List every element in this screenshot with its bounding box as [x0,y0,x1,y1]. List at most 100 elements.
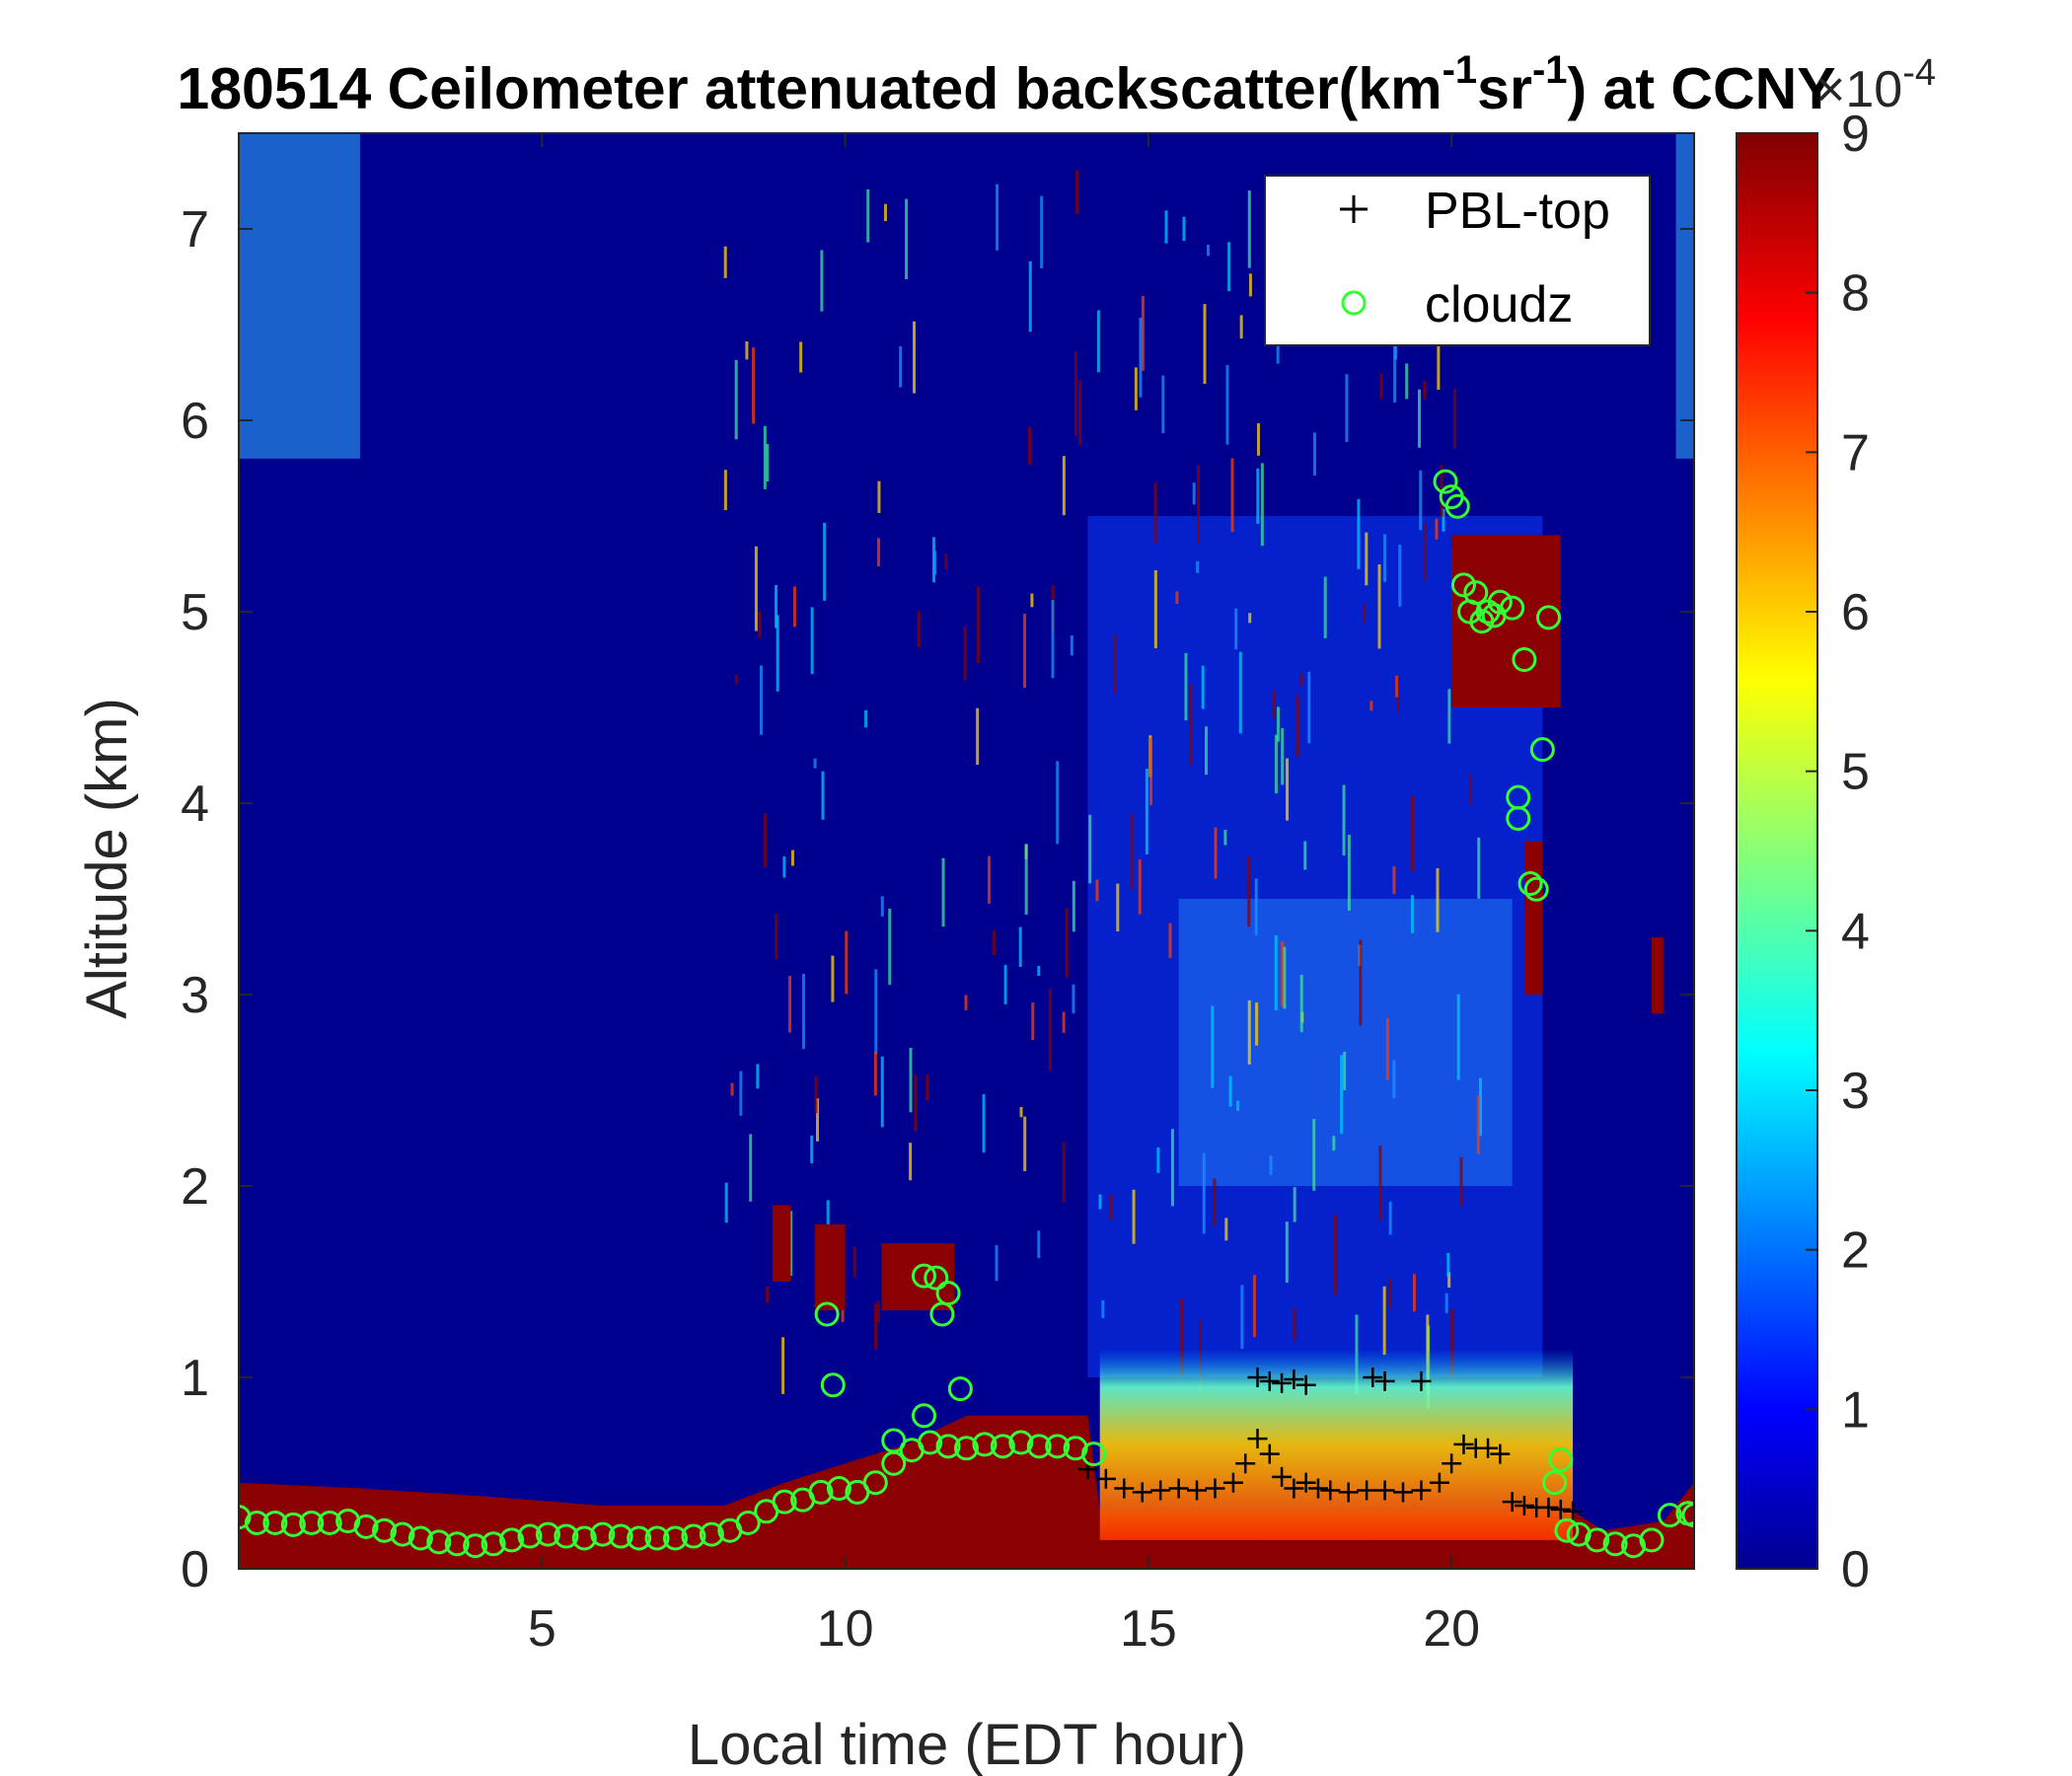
backscatter-streak [1139,318,1143,398]
cloudz-marker [1657,1503,1682,1528]
backscatter-streak [1248,613,1252,624]
backscatter-streak [1062,456,1066,516]
backscatter-streak [1281,728,1285,785]
backscatter-streak [1365,532,1369,586]
backscatter-streak [876,1300,880,1322]
backscatter-streak [1293,1187,1296,1222]
cloudz-marker [353,1514,379,1539]
backscatter-streak [1132,1189,1136,1244]
backscatter-streak [739,1071,743,1116]
backscatter-streak [734,674,738,685]
cloudz-marker [862,1470,888,1496]
backscatter-streak [1340,1055,1344,1135]
pbl-top-marker [1295,1374,1316,1395]
pbl-top-marker [1393,1482,1413,1503]
legend: PBL-top cloudz [1264,175,1651,346]
backscatter-streak [976,707,980,766]
cloudz-marker [1045,1434,1071,1459]
backscatter-streak [1274,734,1278,794]
colorbar-tick-label: 0 [1841,1541,1870,1598]
backscatter-streak [1062,1011,1066,1033]
backscatter-streak [781,1337,785,1394]
cloudz-marker [1517,870,1543,896]
backscatter-streak [1161,375,1165,434]
diffuse-layer-core [1178,899,1513,1186]
cloudz-marker [1500,595,1525,621]
backscatter-streak [1164,210,1168,244]
backscatter-streak [1196,560,1200,573]
y-axis-label: Altitude (km) [75,698,139,1019]
backscatter-streak [1281,941,1285,1007]
backscatter-streak [963,627,967,681]
backscatter-streak [1149,737,1153,806]
pbl-top-marker [1284,1478,1304,1499]
backscatter-streak [1153,570,1157,649]
cloud-patch [1651,936,1665,1014]
cloudz-marker [681,1523,706,1549]
cloud-patch [1523,841,1543,995]
cloudz-marker [1529,737,1555,763]
cloudz-marker [535,1521,560,1547]
pbl-top-marker [1259,1370,1280,1391]
legend-cloudz-label: cloudz [1425,276,1573,333]
y-tick-label: 7 [181,201,209,259]
backscatter-streak [1182,216,1186,242]
backscatter-streak [1252,1275,1256,1338]
cloudz-marker [571,1525,597,1551]
backscatter-streak [1070,635,1073,656]
backscatter-streak [1170,1129,1174,1207]
cloudz-marker [1433,469,1458,494]
y-tick-label: 4 [181,776,209,833]
pbl-top-marker [1295,1472,1316,1493]
backscatter-streak [1342,784,1346,856]
cloudz-marker [1450,572,1476,598]
backscatter-streak [1418,389,1422,448]
cloudz-marker [935,1281,961,1306]
backscatter-streak [1224,1218,1228,1241]
cloudz-marker [627,1525,652,1551]
backscatter-streak [1153,482,1157,544]
colorbar-tick-label: 9 [1841,106,1870,163]
backscatter-streak [1101,1299,1105,1319]
backscatter-streak [1116,883,1120,932]
backscatter-streak [766,444,770,481]
cloudz-marker [1585,1527,1610,1553]
backscatter-streak [1272,690,1276,718]
backscatter-streak [749,1134,753,1202]
backscatter-streak [1312,432,1316,476]
backscatter-streak [745,341,749,360]
backscatter-streak [1051,599,1055,679]
backscatter-streak [789,1211,793,1277]
pbl-top-marker [1357,1480,1377,1501]
cloudz-marker [1444,493,1470,519]
backscatter-streak [905,198,909,280]
cloud-patch [814,1223,846,1311]
backscatter-streak [1022,614,1026,689]
y-tick-label: 5 [181,584,209,641]
backscatter-streak [730,1082,734,1096]
backscatter-streak [852,1246,856,1278]
pbl-top-marker [1374,1370,1395,1391]
cloud-patch [772,1205,791,1282]
high-cloud-early [239,133,360,459]
backscatter-streak [1456,994,1460,1080]
backscatter-streak [1213,1178,1217,1226]
cloudz-marker [1487,589,1513,615]
backscatter-streak [1030,593,1034,608]
pbl-top-marker [1550,1499,1571,1519]
pbl-top-marker [1307,1478,1328,1499]
cloudz-marker [808,1479,834,1505]
heatmap-area [239,133,1694,1569]
backscatter-streak [801,974,805,1050]
backscatter-streak [790,850,794,866]
backscatter-streak [1095,879,1099,902]
cloudz-marker [407,1525,433,1551]
backscatter-streak [1141,295,1145,371]
backscatter-streak [810,607,814,675]
cloudz-marker [699,1521,724,1547]
colorbar-ticks: 0 1 2 3 4 5 6 7 8 9 [1806,106,1870,1598]
backscatter-streak [1274,935,1278,1011]
backscatter-streak [765,1286,769,1303]
legend-pbl-label: PBL-top [1425,183,1610,240]
x-tick-label: 20 [1423,1600,1480,1658]
